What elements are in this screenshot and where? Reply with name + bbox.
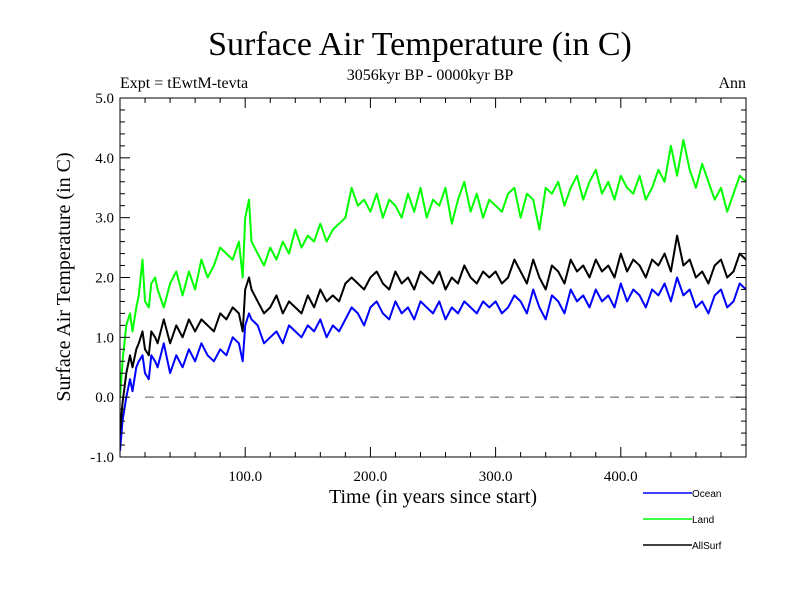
legend-label-allsurf: AllSurf [692,541,722,552]
experiment-label: Expt = tEwtM-tevta [120,75,248,92]
legend: Ocean Land AllSurf [643,489,722,552]
y-tick-label: 5.0 [95,91,114,107]
y-axis-title: Surface Air Temperature (in C) [53,152,75,401]
series-layer [120,138,746,452]
chart-subtitle: 3056kyr BP - 0000kyr BP [347,67,514,84]
y-tick-label: 2.0 [95,271,114,287]
x-tick-label: 100.0 [228,469,262,485]
x-tick-label: 300.0 [479,469,513,485]
legend-label-land: Land [692,515,714,526]
season-label: Ann [718,75,746,92]
x-tick-label: 400.0 [604,469,638,485]
series-line-ocean [120,276,746,452]
y-tick-label: 0.0 [95,390,114,406]
series-line-land [120,138,746,398]
y-tick-label: 3.0 [95,211,114,227]
x-tick-label: 200.0 [354,469,388,485]
y-tick-label: -1.0 [90,450,114,466]
plot-frame [119,97,747,458]
chart-title: Surface Air Temperature (in C) [208,26,632,63]
x-axis-title: Time (in years since start) [329,486,537,508]
series-line-allsurf [120,234,746,434]
y-tick-label: 1.0 [95,330,114,346]
y-tick-label: 4.0 [95,151,114,167]
legend-label-ocean: Ocean [692,489,721,500]
